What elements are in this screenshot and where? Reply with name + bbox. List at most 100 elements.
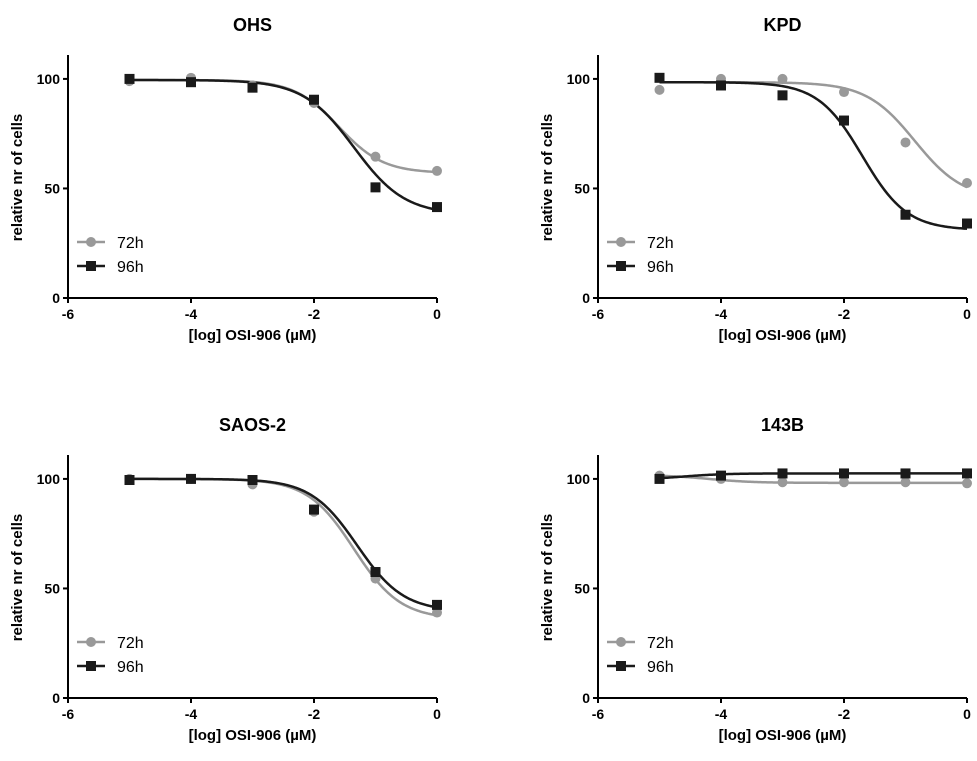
data-point-72h <box>370 151 381 162</box>
data-point-96h <box>432 202 442 213</box>
data-point-96h <box>432 599 442 610</box>
x-tick-label: -6 <box>62 306 75 322</box>
legend-label: 72h <box>647 635 674 652</box>
y-tick-label: 50 <box>44 180 60 196</box>
y-tick-label: 50 <box>574 180 590 196</box>
x-tick-label: -2 <box>308 306 321 322</box>
legend-label: 96h <box>117 659 144 676</box>
data-point-96h <box>309 94 319 105</box>
fit-curve-72h <box>659 474 967 485</box>
y-tick-label: 50 <box>574 580 590 596</box>
data-point-96h <box>370 567 381 578</box>
x-tick-label: -4 <box>185 306 198 322</box>
legend-marker-square <box>86 661 96 671</box>
legend-label: 72h <box>117 635 144 652</box>
data-point-96h <box>247 82 258 93</box>
x-axis-label: [log] OSI-906 (µM) <box>719 727 847 744</box>
data-point-72h <box>900 137 911 148</box>
x-tick-label: 0 <box>963 306 971 322</box>
data-point-96h <box>309 504 319 515</box>
data-point-72h <box>654 84 665 95</box>
legend-marker-square <box>616 261 626 271</box>
data-point-96h <box>186 473 196 484</box>
data-point-96h <box>900 468 911 479</box>
y-axis-label: relative nr of cells <box>9 114 26 242</box>
fit-curve-96h <box>659 80 968 230</box>
chart-title: SAOS-2 <box>219 415 286 435</box>
legend-label: 96h <box>117 259 144 276</box>
legend-label: 72h <box>117 235 144 252</box>
data-point-96h <box>186 77 196 88</box>
legend-label: 72h <box>647 235 674 252</box>
y-axis-label: relative nr of cells <box>9 514 26 642</box>
x-tick-label: -6 <box>592 306 605 322</box>
data-point-72h <box>839 477 849 488</box>
legend-marker-circle <box>616 237 626 247</box>
fit-curve-96h <box>659 472 967 480</box>
y-axis-label: relative nr of cells <box>539 514 556 642</box>
data-point-96h <box>247 475 258 486</box>
x-tick-label: -2 <box>308 706 321 722</box>
data-point-96h <box>654 72 665 83</box>
data-point-96h <box>370 182 381 193</box>
y-tick-label: 100 <box>37 471 61 487</box>
data-point-72h <box>839 87 849 98</box>
chart-title: OHS <box>233 15 272 35</box>
data-point-96h <box>124 73 135 84</box>
data-point-96h <box>962 468 972 479</box>
y-tick-label: 0 <box>582 690 590 706</box>
x-tick-label: -2 <box>838 706 851 722</box>
data-point-96h <box>124 475 135 486</box>
chart-panel-143b: 143B 0 50 100 -6 -4 -2 0 [log] OSI-906 (µM) relat… <box>539 415 972 744</box>
data-point-72h <box>900 477 911 488</box>
data-point-96h <box>654 473 665 484</box>
chart-title: 143B <box>761 415 804 435</box>
fit-curve-96h <box>129 477 438 609</box>
y-tick-label: 100 <box>567 71 591 87</box>
legend-marker-circle <box>86 637 96 647</box>
data-point-72h <box>962 478 972 489</box>
x-tick-label: -4 <box>715 706 728 722</box>
x-tick-label: -4 <box>715 306 728 322</box>
x-tick-label: -2 <box>838 306 851 322</box>
x-axis-label: [log] OSI-906 (µM) <box>719 327 847 344</box>
data-point-96h <box>777 90 788 101</box>
x-tick-label: -6 <box>592 706 605 722</box>
chart-panel-saos-2: SAOS-2 0 50 100 -6 -4 -2 0 [log] OSI-906 (µM) rel… <box>9 415 442 744</box>
legend-marker-square <box>616 661 626 671</box>
data-point-72h <box>432 165 442 176</box>
data-point-96h <box>900 209 911 220</box>
y-tick-label: 0 <box>52 690 60 706</box>
y-tick-label: 0 <box>52 290 60 306</box>
x-tick-label: -6 <box>62 706 75 722</box>
fit-curve-72h <box>129 477 438 617</box>
x-tick-label: 0 <box>433 306 441 322</box>
legend-label: 96h <box>647 259 674 276</box>
legend-marker-square <box>86 261 96 271</box>
data-point-96h <box>839 468 849 479</box>
chart-panel-kpd: KPD 0 50 100 -6 -4 -2 0 [log] OSI-906 (µM) relati… <box>539 15 972 344</box>
y-tick-label: 100 <box>37 71 61 87</box>
x-tick-label: 0 <box>963 706 971 722</box>
chart-title: KPD <box>763 15 801 35</box>
legend-label: 96h <box>647 659 674 676</box>
x-tick-label: -4 <box>185 706 198 722</box>
y-tick-label: 50 <box>44 580 60 596</box>
data-point-96h <box>962 218 972 229</box>
data-point-72h <box>432 607 442 618</box>
fit-curve-72h <box>129 78 438 174</box>
y-tick-label: 0 <box>582 290 590 306</box>
data-point-72h <box>777 73 788 84</box>
data-point-72h <box>962 177 972 188</box>
legend-marker-circle <box>616 637 626 647</box>
data-point-72h <box>777 477 788 488</box>
data-point-96h <box>839 115 849 126</box>
x-axis-label: [log] OSI-906 (µM) <box>189 727 317 744</box>
data-point-96h <box>716 470 726 481</box>
